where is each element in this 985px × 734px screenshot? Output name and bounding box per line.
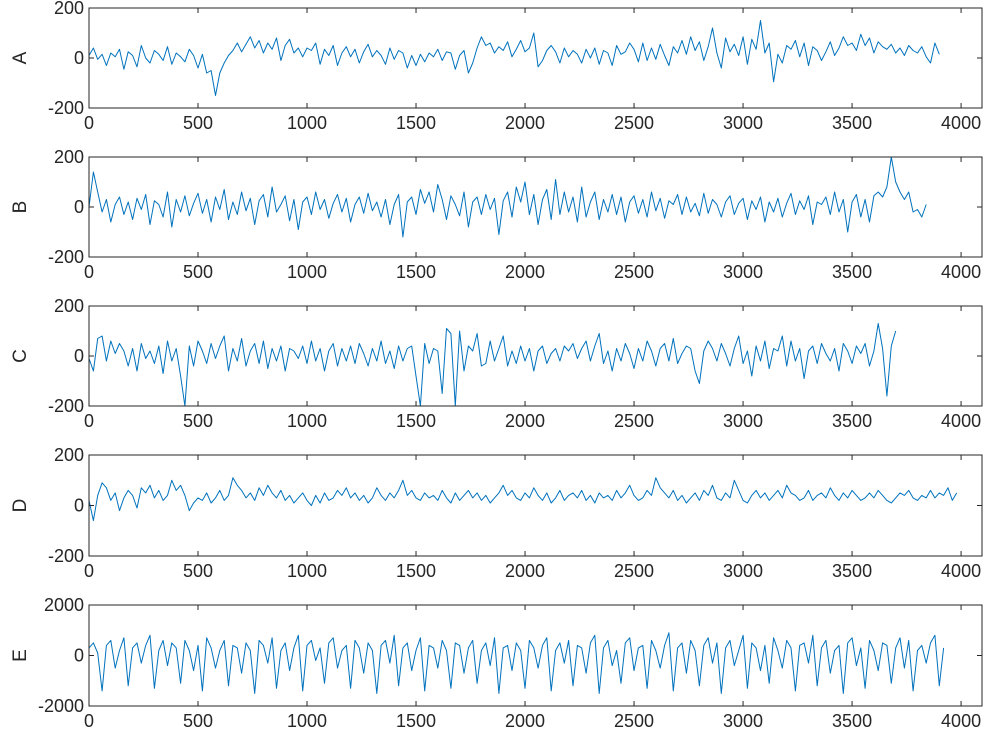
- x-tick-label: 2000: [505, 113, 545, 133]
- y-tick-label: 0: [74, 496, 84, 516]
- axes-box: [88, 7, 983, 109]
- x-tick-label: 4000: [941, 561, 981, 581]
- x-tick-label: 3000: [723, 711, 763, 731]
- x-tick-label: 1500: [396, 561, 436, 581]
- y-axis-label: B: [10, 201, 31, 214]
- x-tick-label: 500: [183, 411, 213, 431]
- x-tick-label: 1000: [287, 262, 327, 282]
- x-tick-label: 500: [183, 113, 213, 133]
- series-line-d: [88, 477, 958, 522]
- y-axis-label: E: [10, 649, 31, 662]
- y-tick-label: 200: [54, 0, 84, 18]
- y-tick-label: -2000: [38, 696, 84, 716]
- y-tick-label: 2000: [44, 595, 84, 615]
- y-axis-label: C: [10, 349, 31, 363]
- axes-box: [88, 305, 983, 407]
- x-tick-label: 500: [183, 711, 213, 731]
- x-tick-label: 1500: [396, 711, 436, 731]
- x-tick-label: 3000: [723, 411, 763, 431]
- x-tick-label: 500: [183, 561, 213, 581]
- x-tick-label: 0: [84, 262, 94, 282]
- axes-box: [88, 454, 983, 557]
- x-tick-label: 2500: [614, 113, 654, 133]
- x-tick-label: 0: [84, 113, 94, 133]
- x-tick-label: 3000: [723, 262, 763, 282]
- y-tick-label: 200: [54, 445, 84, 465]
- x-tick-label: 3500: [832, 113, 872, 133]
- y-tick-label: -200: [48, 98, 84, 118]
- x-tick-label: 3000: [723, 113, 763, 133]
- y-tick-label: 200: [54, 296, 84, 316]
- panel-b: 0 500 1000 1500 2000 2500 3000 3500 4000-2000200…: [10, 147, 983, 282]
- x-tick-label: 1000: [287, 711, 327, 731]
- x-tick-label: 1000: [287, 561, 327, 581]
- x-tick-label: 3500: [832, 711, 872, 731]
- x-tick-label: 2500: [614, 711, 654, 731]
- x-tick-label: 2000: [505, 561, 545, 581]
- y-axis-label: A: [10, 51, 31, 64]
- x-tick-label: 1000: [287, 113, 327, 133]
- x-tick-label: 2000: [505, 262, 545, 282]
- panel-e: 0 500 1000 1500 2000 2500 3000 3500 4000-2000020…: [10, 595, 983, 731]
- panel-a: 0 500 1000 1500 2000 2500 3000 3500 4000-2000200…: [10, 0, 983, 133]
- y-tick-label: 0: [74, 48, 84, 68]
- x-tick-label: 0: [84, 411, 94, 431]
- x-tick-label: 0: [84, 711, 94, 731]
- x-tick-label: 3500: [832, 262, 872, 282]
- panel-c: 0 500 1000 1500 2000 2500 3000 3500 4000-2000200…: [10, 296, 983, 431]
- x-tick-label: 2500: [614, 262, 654, 282]
- x-tick-label: 1500: [396, 262, 436, 282]
- x-tick-label: 4000: [941, 711, 981, 731]
- series-line-a: [88, 20, 940, 96]
- x-tick-label: 2500: [614, 411, 654, 431]
- series-line-c: [88, 323, 897, 407]
- y-axis-label: D: [10, 499, 31, 513]
- y-tick-label: 200: [54, 147, 84, 167]
- panel-d: 0 500 1000 1500 2000 2500 3000 3500 4000-2000200…: [10, 445, 983, 581]
- x-tick-label: 0: [84, 561, 94, 581]
- series-line-b: [88, 156, 927, 238]
- x-tick-label: 2000: [505, 411, 545, 431]
- x-tick-label: 1500: [396, 113, 436, 133]
- y-tick-label: 0: [74, 646, 84, 666]
- x-tick-label: 4000: [941, 411, 981, 431]
- x-tick-label: 3500: [832, 561, 872, 581]
- series-line-e: [88, 632, 945, 694]
- x-tick-label: 3000: [723, 561, 763, 581]
- x-tick-label: 4000: [941, 262, 981, 282]
- y-tick-label: 0: [74, 346, 84, 366]
- x-tick-label: 500: [183, 262, 213, 282]
- y-tick-label: -200: [48, 396, 84, 416]
- x-tick-label: 2000: [505, 711, 545, 731]
- y-tick-label: -200: [48, 546, 84, 566]
- x-tick-label: 2500: [614, 561, 654, 581]
- x-tick-label: 4000: [941, 113, 981, 133]
- x-tick-label: 1500: [396, 411, 436, 431]
- x-tick-label: 3500: [832, 411, 872, 431]
- y-tick-label: 0: [74, 197, 84, 217]
- y-tick-label: -200: [48, 247, 84, 267]
- x-tick-label: 1000: [287, 411, 327, 431]
